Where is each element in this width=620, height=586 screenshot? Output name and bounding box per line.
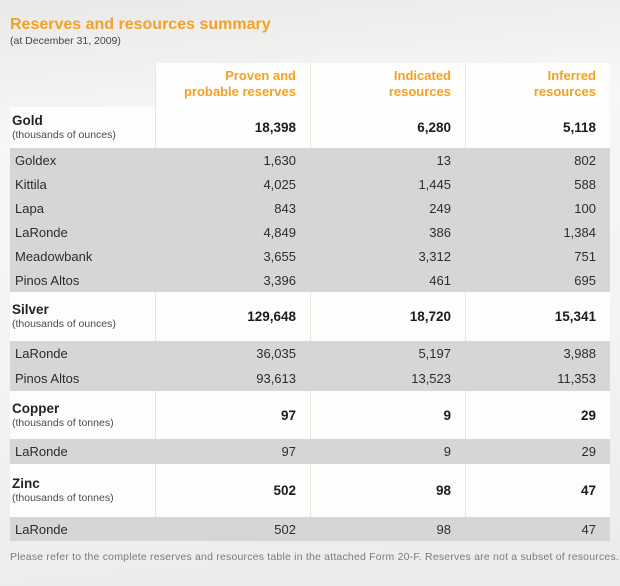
- table-row: Kittila 4,025 1,445 588: [10, 172, 610, 196]
- total-value: 97: [155, 391, 310, 439]
- column-header-line: Inferred: [547, 68, 596, 83]
- mine-value: 3,312: [418, 248, 451, 264]
- mine-value: 29: [581, 444, 596, 459]
- table-header-row: Proven and probable reserves Indicated r…: [10, 63, 610, 107]
- table-row: Pinos Altos 3,396 461 695: [10, 268, 610, 292]
- mine-name: Meadowbank: [15, 248, 93, 264]
- mine-value: 97: [281, 444, 296, 459]
- section-row-zinc: Zinc (thousands of tonnes) 502 98 47: [10, 464, 610, 517]
- mine-value: 3,988: [563, 346, 596, 361]
- mine-value: 100: [574, 200, 596, 216]
- mine-value: 751: [574, 248, 596, 264]
- header-spacer-cell: [10, 63, 155, 107]
- section-label-copper: Copper (thousands of tonnes): [10, 391, 155, 439]
- total-value: 5,118: [465, 107, 610, 148]
- total-value: 47: [465, 464, 610, 517]
- column-header-line: resources: [388, 84, 451, 99]
- total-value: 6,280: [310, 107, 465, 148]
- mine-value: 9: [443, 444, 451, 459]
- mine-name: LaRonde: [15, 521, 68, 537]
- mine-value: 4,849: [263, 224, 296, 240]
- table-row: Lapa 843 249 100: [10, 196, 610, 220]
- page-title: Reserves and resources summary: [10, 16, 271, 33]
- metal-name: Silver: [12, 302, 49, 317]
- table-row: LaRonde 97 9 29: [10, 439, 610, 464]
- mine-value: 11,353: [557, 371, 596, 386]
- column-header-indicated: Indicated resources: [310, 63, 465, 107]
- section-label-silver: Silver (thousands of ounces): [10, 292, 155, 341]
- mine-value: 13: [436, 152, 451, 168]
- mine-value: 802: [574, 152, 596, 168]
- mine-name: Lapa: [15, 200, 44, 216]
- mine-value: 36,035: [256, 346, 296, 361]
- mine-rows-zinc: LaRonde 502 98 47: [10, 517, 610, 541]
- metal-unit: (thousands of tonnes): [12, 492, 114, 504]
- mine-value: 386: [429, 224, 451, 240]
- table-row: LaRonde 4,849 386 1,384: [10, 220, 610, 244]
- mine-name: Goldex: [15, 152, 57, 168]
- column-header-inferred: Inferred resources: [465, 63, 610, 107]
- table-row: Pinos Altos 93,613 13,523 11,353: [10, 366, 610, 391]
- table-row: LaRonde 36,035 5,197 3,988: [10, 341, 610, 366]
- reserves-resources-table: Proven and probable reserves Indicated r…: [10, 63, 610, 541]
- mine-value: 13,523: [411, 371, 451, 386]
- page-subtitle: (at December 31, 2009): [10, 35, 121, 47]
- mine-value: 98: [436, 521, 451, 537]
- mine-name: LaRonde: [15, 224, 68, 240]
- mine-value: 93,613: [256, 371, 296, 386]
- table-row: Meadowbank 3,655 3,312 751: [10, 244, 610, 268]
- section-row-copper: Copper (thousands of tonnes) 97 9 29: [10, 391, 610, 439]
- section-row-silver: Silver (thousands of ounces) 129,648 18,…: [10, 292, 610, 341]
- mine-value: 1,630: [263, 152, 296, 168]
- mine-value: 588: [574, 176, 596, 192]
- mine-value: 1,445: [418, 176, 451, 192]
- column-header-line: Proven and: [225, 68, 296, 83]
- total-value: 15,341: [465, 292, 610, 341]
- mine-rows-gold: Goldex 1,630 13 802 Kittila 4,025 1,445 …: [10, 148, 610, 292]
- total-value: 129,648: [155, 292, 310, 341]
- mine-value: 502: [274, 521, 296, 537]
- mine-rows-silver: LaRonde 36,035 5,197 3,988 Pinos Altos 9…: [10, 341, 610, 391]
- section-label-gold: Gold (thousands of ounces): [10, 107, 155, 148]
- mine-name: LaRonde: [15, 346, 68, 361]
- metal-unit: (thousands of ounces): [12, 318, 116, 330]
- total-value: 18,720: [310, 292, 465, 341]
- table-row: LaRonde 502 98 47: [10, 517, 610, 541]
- mine-name: LaRonde: [15, 444, 68, 459]
- column-header-line: Indicated: [393, 68, 451, 83]
- mine-value: 3,396: [263, 272, 296, 288]
- mine-value: 461: [429, 272, 451, 288]
- total-value: 9: [310, 391, 465, 439]
- table-row: Goldex 1,630 13 802: [10, 148, 610, 172]
- mine-rows-copper: LaRonde 97 9 29: [10, 439, 610, 464]
- mine-name: Pinos Altos: [15, 272, 80, 288]
- total-value: 502: [155, 464, 310, 517]
- column-header-line: probable reserves: [183, 84, 296, 99]
- metal-name: Zinc: [12, 476, 40, 491]
- mine-value: 1,384: [563, 224, 596, 240]
- mine-value: 5,197: [418, 346, 451, 361]
- mine-value: 695: [574, 272, 596, 288]
- mine-value: 3,655: [263, 248, 296, 264]
- metal-name: Copper: [12, 400, 60, 416]
- section-row-gold: Gold (thousands of ounces) 18,398 6,280 …: [10, 107, 610, 148]
- column-header-proven-probable: Proven and probable reserves: [155, 63, 310, 107]
- metal-name: Gold: [12, 113, 43, 128]
- mine-name: Pinos Altos: [15, 371, 80, 386]
- column-header-line: resources: [533, 84, 596, 99]
- metal-unit: (thousands of ounces): [12, 129, 116, 141]
- section-label-zinc: Zinc (thousands of tonnes): [10, 464, 155, 517]
- total-value: 98: [310, 464, 465, 517]
- mine-value: 4,025: [263, 176, 296, 192]
- mine-value: 843: [274, 200, 296, 216]
- total-value: 29: [465, 391, 610, 439]
- metal-unit: (thousands of tonnes): [12, 416, 114, 429]
- mine-name: Kittila: [15, 176, 47, 192]
- mine-value: 47: [581, 521, 596, 537]
- mine-value: 249: [429, 200, 451, 216]
- footnote-text: Please refer to the complete reserves an…: [10, 551, 620, 563]
- total-value: 18,398: [155, 107, 310, 148]
